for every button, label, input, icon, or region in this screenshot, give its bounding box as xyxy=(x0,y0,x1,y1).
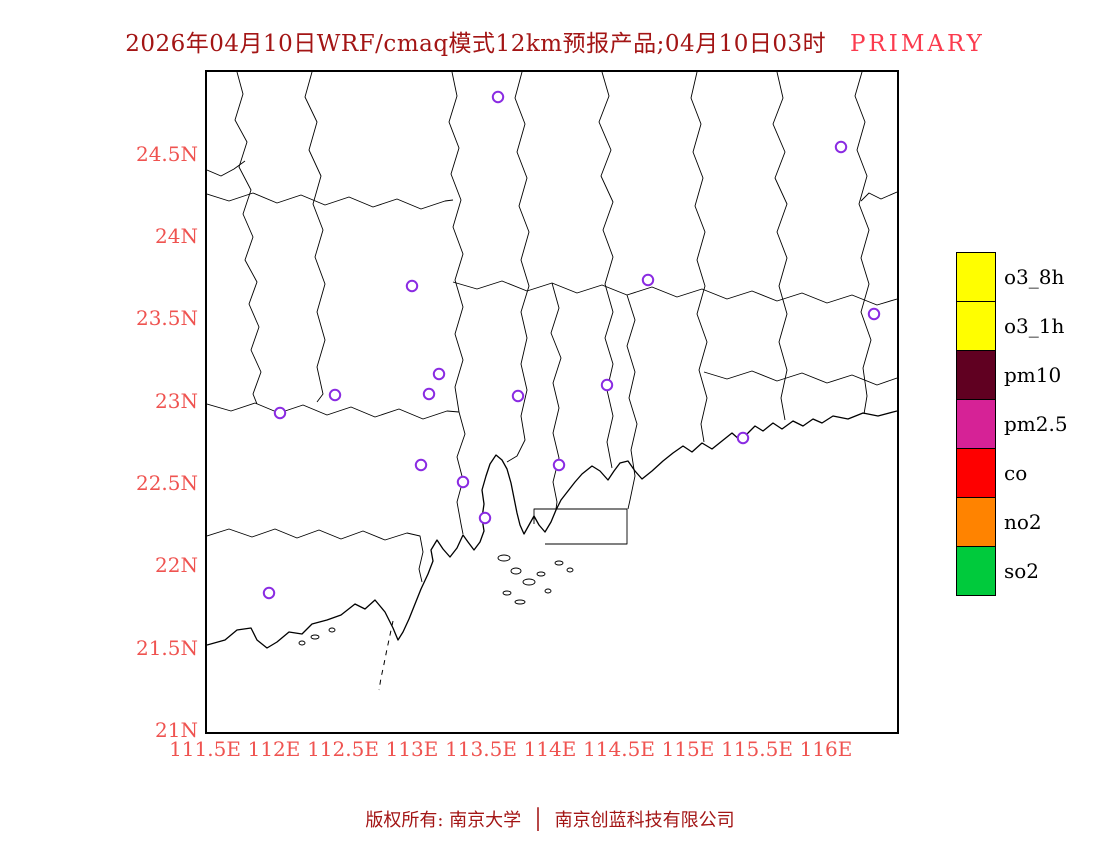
legend-item: no2 xyxy=(956,497,1068,547)
station-marker xyxy=(328,388,342,402)
station-marker xyxy=(641,273,655,287)
pollutant-legend: o3_8h o3_1h pm10 pm2.5 co no2 so2 xyxy=(956,252,1068,596)
boundary-nw-corner xyxy=(207,160,246,177)
footer: 版权所有: 南京大学 │ 南京创蓝科技有限公司 xyxy=(0,806,1100,832)
station-marker xyxy=(422,387,436,401)
x-tick-label: 115.5E xyxy=(721,737,793,761)
city-markers xyxy=(262,90,881,600)
station-marker xyxy=(491,90,505,104)
x-tick-label: 112.5E xyxy=(307,737,379,761)
legend-item: pm10 xyxy=(956,350,1068,400)
boundary-v1 xyxy=(234,72,262,405)
legend-label: o3_1h xyxy=(1004,314,1065,338)
boundary-v6 xyxy=(690,72,708,443)
legend-item: pm2.5 xyxy=(956,399,1068,449)
legend-label: o3_8h xyxy=(1004,265,1065,289)
x-tick-label: 114.5E xyxy=(583,737,655,761)
x-tick-label: 114E xyxy=(523,737,577,761)
x-tick-label: 113.5E xyxy=(445,737,517,761)
admin-boundaries xyxy=(207,72,897,691)
y-tick-label: 22N xyxy=(155,553,198,577)
station-marker xyxy=(736,431,750,445)
boundary-v3 xyxy=(448,72,464,413)
legend-label: pm2.5 xyxy=(1004,412,1068,436)
boundary-v8 xyxy=(854,72,872,415)
boundary-delta-west xyxy=(456,411,466,535)
y-tick-label: 24N xyxy=(155,224,198,248)
boundary-v4 xyxy=(506,72,530,463)
boundary-h3 xyxy=(452,280,897,306)
boundary-v5 xyxy=(598,72,614,469)
boundary-delta-far-east xyxy=(626,294,638,510)
title-text: 2026年04月10日WRF/cmaq模式12km预报产品;04月10日03时 xyxy=(125,31,827,57)
coastline xyxy=(207,410,897,649)
inner-boundary-box xyxy=(533,508,628,545)
legend-label: co xyxy=(1004,461,1028,485)
legend-label: so2 xyxy=(1004,559,1040,583)
footer-separator: │ xyxy=(531,807,544,831)
legend-label: pm10 xyxy=(1004,363,1062,387)
station-marker xyxy=(511,389,525,403)
station-marker xyxy=(600,378,614,392)
x-tick-label: 115E xyxy=(661,737,715,761)
legend-swatch-pm10 xyxy=(956,350,996,400)
x-tick-label: 113E xyxy=(385,737,439,761)
legend-label: no2 xyxy=(1004,510,1042,534)
footer-company: 南京创蓝科技有限公司 xyxy=(554,810,735,831)
islands xyxy=(298,554,574,646)
legend-item: co xyxy=(956,448,1068,498)
legend-swatch-co xyxy=(956,448,996,498)
boundary-h5 xyxy=(207,528,424,583)
station-marker xyxy=(432,367,446,381)
boundary-v2 xyxy=(304,72,326,403)
map-svg xyxy=(207,72,897,691)
station-marker xyxy=(414,458,428,472)
boundary-v7 xyxy=(772,72,788,421)
station-marker xyxy=(478,511,492,525)
page-title: 2026年04月10日WRF/cmaq模式12km预报产品;04月10日03时 … xyxy=(55,24,1055,58)
boundary-ne-corner xyxy=(860,191,897,202)
y-tick-label: 22.5N xyxy=(135,471,198,495)
y-tick-label: 23.5N xyxy=(135,306,198,330)
footer-owner: 版权所有: 南京大学 xyxy=(365,810,522,831)
boundary-h2 xyxy=(207,402,460,420)
x-tick-label: 112E xyxy=(247,737,301,761)
y-tick-label: 21N xyxy=(155,718,198,742)
station-marker xyxy=(405,279,419,293)
station-marker xyxy=(834,140,848,154)
legend-swatch-so2 xyxy=(956,546,996,596)
station-marker xyxy=(552,458,566,472)
title-primary-tag: PRIMARY xyxy=(849,31,985,57)
station-marker xyxy=(867,307,881,321)
boundary-delta-east xyxy=(550,282,562,510)
legend-item: o3_8h xyxy=(956,252,1068,302)
legend-swatch-o3_8h xyxy=(956,252,996,302)
legend-swatch-no2 xyxy=(956,497,996,547)
y-tick-label: 23N xyxy=(155,389,198,413)
y-tick-label: 24.5N xyxy=(135,142,198,166)
station-marker xyxy=(456,475,470,489)
boundary-h4 xyxy=(703,370,897,386)
legend-item: so2 xyxy=(956,546,1068,596)
map-frame xyxy=(205,70,899,734)
legend-swatch-pm2.5 xyxy=(956,399,996,449)
station-marker xyxy=(273,406,287,420)
boundary-h1 xyxy=(207,192,454,210)
legend-swatch-o3_1h xyxy=(956,301,996,351)
dashed-maritime-boundary xyxy=(378,620,394,691)
x-tick-label: 111.5E xyxy=(169,737,241,761)
x-tick-label: 116E xyxy=(799,737,853,761)
y-tick-label: 21.5N xyxy=(135,636,198,660)
legend-item: o3_1h xyxy=(956,301,1068,351)
station-marker xyxy=(262,586,276,600)
